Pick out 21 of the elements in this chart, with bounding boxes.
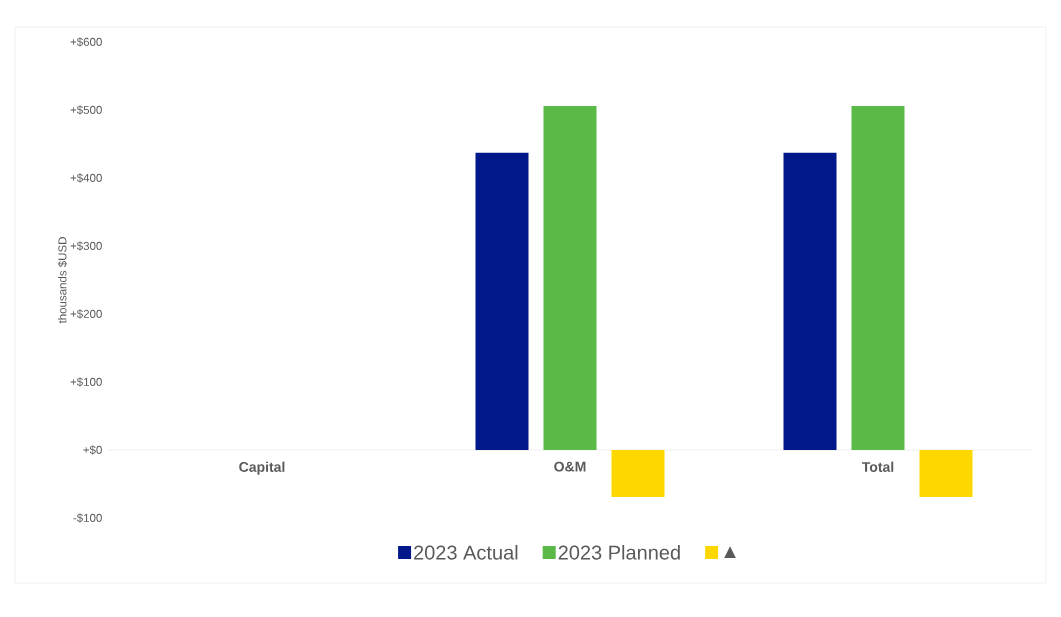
x-tick-label: Total	[861, 461, 894, 472]
x-tick-label: O&M	[554, 461, 586, 472]
y-tick-label: -$100	[73, 513, 102, 523]
y-tick-label: +$100	[70, 377, 102, 387]
y-tick-label: +$200	[70, 309, 102, 319]
legend-label: 2023 Planned	[558, 544, 680, 560]
bar	[611, 449, 665, 497]
bar	[851, 105, 905, 450]
y-tick-label: +$300	[70, 241, 102, 251]
legend-label: 2023 Actual	[414, 544, 518, 560]
bar	[475, 152, 529, 450]
bar	[783, 152, 837, 450]
y-axis-title: thousands $USD	[57, 237, 68, 324]
y-tick-label: +$500	[70, 105, 102, 115]
x-tick-label: Capital	[239, 461, 285, 475]
y-tick-label: +$600	[70, 37, 102, 47]
y-tick-label: +$400	[70, 173, 102, 183]
y-tick-label: +$0	[83, 445, 102, 455]
legend-label: ▲	[724, 546, 736, 559]
bar	[543, 105, 597, 450]
bar	[919, 449, 973, 497]
